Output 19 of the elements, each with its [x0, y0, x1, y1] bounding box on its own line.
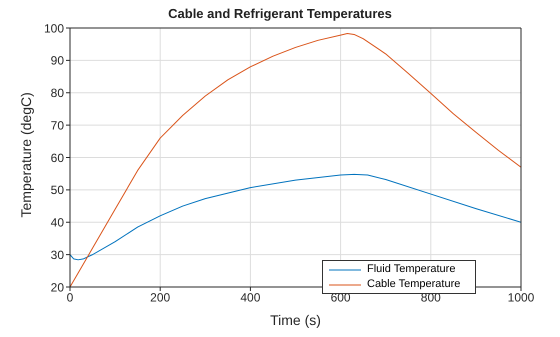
- x-tick-label: 200: [150, 290, 171, 305]
- y-tick-label: 80: [50, 86, 64, 100]
- y-tick-label: 50: [50, 183, 64, 198]
- line-series: [70, 174, 521, 260]
- y-tick-label: 100: [44, 21, 64, 36]
- legend-label: Cable Temperature: [367, 277, 460, 292]
- y-tick-label: 60: [50, 150, 64, 165]
- y-tick-label: 40: [50, 216, 64, 230]
- chart-title: Cable and Refrigerant Temperatures: [167, 6, 393, 21]
- y-tick-label: 90: [50, 54, 64, 68]
- y-tick-label: 20: [50, 280, 64, 294]
- x-axis-title: Time (s): [270, 312, 321, 328]
- x-tick-label: 400: [240, 290, 261, 305]
- y-tick-label: 30: [50, 248, 64, 262]
- x-tick-label: 1000: [508, 290, 535, 305]
- legend-label: Fluid Temperature: [367, 262, 456, 277]
- y-tick-label: 70: [50, 118, 64, 132]
- y-axis-title: Temperature (degC): [18, 92, 34, 218]
- x-tick-label: 0: [66, 290, 74, 305]
